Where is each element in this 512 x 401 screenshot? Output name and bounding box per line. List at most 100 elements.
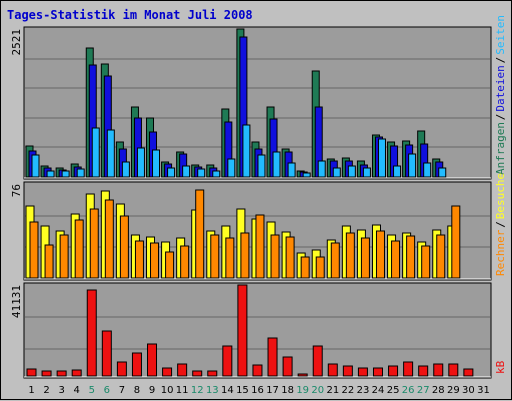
- x-tick-label-4: 4: [74, 385, 80, 396]
- bar-rechner-day-26: [406, 235, 416, 279]
- bar-kb-day-18: [282, 356, 293, 377]
- legend-kb: kB: [494, 360, 507, 374]
- bar-rechner-day-22: [345, 232, 355, 279]
- x-tick-label-12: 12: [191, 385, 204, 396]
- bar-seiten-day-9: [152, 149, 161, 178]
- x-tick-label-5: 5: [89, 385, 95, 396]
- bar-rechner-day-2: [44, 244, 54, 279]
- bar-rechner-day-3: [59, 234, 69, 279]
- bar-seiten-day-28: [438, 167, 447, 178]
- bar-kb-day-27: [418, 365, 429, 377]
- bar-seiten-day-3: [61, 170, 70, 178]
- bar-kb-day-3: [56, 370, 67, 377]
- x-tick-label-3: 3: [58, 385, 64, 396]
- bar-kb-day-9: [147, 343, 158, 377]
- ymax-label-middle: 76: [10, 184, 23, 197]
- bar-kb-day-29: [448, 363, 459, 377]
- legend-separator: /: [494, 114, 507, 121]
- x-tick-label-1: 1: [28, 385, 34, 396]
- bar-kb-day-24: [372, 367, 383, 377]
- bar-seiten-day-25: [393, 165, 402, 178]
- bar-kb-day-8: [131, 352, 142, 377]
- bar-kb-day-13: [207, 370, 218, 377]
- bar-rechner-day-21: [330, 242, 340, 279]
- bar-seiten-day-18: [287, 162, 296, 178]
- bar-seiten-day-21: [332, 167, 341, 178]
- legend-seiten: Seiten: [494, 15, 507, 55]
- x-tick-label-28: 28: [432, 385, 445, 396]
- bar-kb-day-19: [297, 373, 308, 377]
- x-tick-label-23: 23: [357, 385, 370, 396]
- bar-seiten-day-1: [31, 154, 40, 178]
- bar-seiten-day-6: [106, 129, 115, 178]
- bar-seiten-day-13: [212, 170, 221, 178]
- x-tick-label-21: 21: [326, 385, 339, 396]
- bar-seiten-day-11: [182, 165, 191, 178]
- bar-rechner-day-11: [180, 245, 190, 279]
- bar-kb-day-21: [327, 363, 338, 377]
- x-tick-label-30: 30: [462, 385, 475, 396]
- legend-dateien: Dateien: [494, 65, 507, 111]
- bar-kb-day-6: [101, 330, 112, 377]
- bar-rechner-day-20: [315, 256, 325, 279]
- bar-rechner-day-24: [375, 230, 385, 279]
- bar-rechner-day-23: [360, 237, 370, 279]
- bar-seiten-day-2: [46, 170, 55, 178]
- bar-kb-day-5: [86, 289, 97, 377]
- legend-separator: /: [494, 57, 507, 64]
- x-tick-label-25: 25: [387, 385, 400, 396]
- bar-rechner-day-13: [210, 234, 220, 279]
- x-tick-label-16: 16: [251, 385, 264, 396]
- bar-kb-day-7: [116, 361, 127, 377]
- bar-rechner-day-25: [391, 240, 401, 279]
- x-tick-label-14: 14: [221, 385, 234, 396]
- bar-kb-day-22: [342, 365, 353, 377]
- bar-seiten-day-23: [362, 167, 371, 178]
- bar-kb-day-11: [177, 363, 188, 377]
- bar-rechner-day-10: [165, 251, 175, 279]
- bar-kb-day-10: [162, 367, 173, 377]
- bar-rechner-day-8: [134, 240, 144, 279]
- legend-anfragen: Anfragen: [494, 122, 507, 175]
- bar-kb-day-1: [26, 368, 37, 377]
- x-tick-label-27: 27: [417, 385, 430, 396]
- x-tick-label-6: 6: [104, 385, 110, 396]
- bar-rechner-day-5: [89, 208, 99, 279]
- bar-rechner-day-28: [436, 234, 446, 279]
- x-tick-label-18: 18: [281, 385, 294, 396]
- x-tick-label-31: 31: [477, 385, 490, 396]
- bar-seiten-day-4: [76, 168, 85, 178]
- bar-rechner-day-14: [225, 237, 235, 279]
- bar-seiten-day-19: [302, 172, 311, 178]
- legend-besuche: Besuche: [494, 173, 507, 219]
- x-tick-label-10: 10: [161, 385, 174, 396]
- bar-seiten-day-14: [227, 158, 236, 178]
- bar-seiten-day-10: [167, 167, 176, 178]
- bar-kb-day-14: [222, 345, 233, 377]
- bar-seiten-day-27: [423, 162, 432, 178]
- bar-seiten-day-22: [347, 165, 356, 178]
- x-tick-label-24: 24: [372, 385, 385, 396]
- bar-seiten-day-20: [317, 160, 326, 178]
- x-tick-label-7: 7: [119, 385, 125, 396]
- bar-kb-day-23: [357, 367, 368, 377]
- bar-kb-day-20: [312, 345, 323, 377]
- bar-seiten-day-15: [242, 124, 251, 178]
- bar-rechner-day-29: [451, 205, 461, 279]
- bar-kb-day-2: [41, 370, 52, 377]
- bar-rechner-day-9: [150, 242, 160, 279]
- bar-rechner-day-7: [119, 215, 129, 279]
- bar-kb-day-16: [252, 364, 263, 377]
- bar-rechner-day-6: [104, 199, 114, 279]
- legend-separator: /: [494, 221, 507, 228]
- bar-kb-day-15: [237, 284, 248, 377]
- x-tick-label-2: 2: [43, 385, 49, 396]
- bar-kb-day-4: [71, 369, 82, 377]
- bar-kb-day-30: [463, 368, 474, 377]
- bar-seiten-day-26: [408, 153, 417, 178]
- x-tick-label-15: 15: [236, 385, 249, 396]
- x-tick-label-13: 13: [206, 385, 219, 396]
- bar-kb-day-25: [388, 365, 399, 377]
